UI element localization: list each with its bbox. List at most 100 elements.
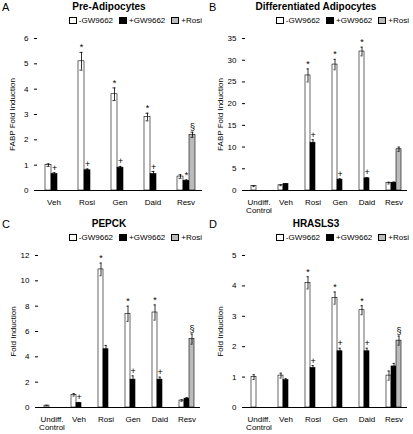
- svg-text:20: 20: [228, 99, 237, 108]
- svg-text:*: *: [146, 103, 150, 113]
- svg-text:*: *: [153, 295, 157, 305]
- svg-text:Resv: Resv: [385, 198, 403, 207]
- svg-text:+: +: [118, 156, 123, 166]
- svg-text:6: 6: [24, 34, 29, 43]
- svg-text:+: +: [76, 392, 81, 402]
- svg-text:2: 2: [24, 135, 29, 144]
- svg-text:3: 3: [24, 110, 29, 119]
- svg-text:*: *: [126, 296, 130, 306]
- svg-text:2: 2: [232, 342, 237, 351]
- svg-text:*: *: [99, 253, 103, 263]
- svg-text:Rosi: Rosi: [305, 198, 321, 207]
- svg-text:*: *: [360, 37, 364, 47]
- svg-text:Resv: Resv: [385, 415, 403, 424]
- html-text:-GW9662: -GW9662: [78, 15, 114, 25]
- svg-text:6: 6: [25, 327, 30, 336]
- html-text:+GW9662: +GW9662: [336, 15, 373, 25]
- svg-text:Veh: Veh: [47, 198, 61, 207]
- svg-text:Rosi: Rosi: [305, 415, 321, 424]
- svg-text:Gen: Gen: [125, 415, 140, 424]
- html-text:-GW9662: -GW9662: [285, 232, 321, 242]
- svg-text:Fold Induction: Fold Induction: [9, 306, 18, 356]
- svg-text:4: 4: [25, 352, 30, 361]
- html-text:+Rosi: +Rosi: [181, 15, 202, 25]
- svg-text:*: *: [360, 296, 364, 306]
- svg-text:1: 1: [232, 373, 237, 382]
- svg-text:10: 10: [21, 276, 30, 285]
- html-text:+Rosi: +Rosi: [388, 15, 409, 25]
- svg-text:FABP Fold Induction: FABP Fold Induction: [8, 78, 17, 151]
- html-text:+GW9662: +GW9662: [129, 232, 166, 242]
- svg-text:§: §: [396, 326, 401, 336]
- svg-text:Gen: Gen: [112, 198, 127, 207]
- svg-text:+: +: [337, 169, 342, 179]
- svg-text:+: +: [52, 163, 57, 173]
- html-text:Differentiated Adipocytes: Differentiated Adipocytes: [255, 1, 377, 12]
- svg-text:25: 25: [228, 77, 237, 86]
- svg-text:*: *: [306, 59, 310, 69]
- svg-text:5: 5: [24, 59, 29, 68]
- svg-text:0: 0: [232, 403, 237, 412]
- svg-text:+: +: [310, 130, 315, 140]
- svg-text:Daid: Daid: [152, 415, 168, 424]
- html-text:Pre-Adipocytes: Pre-Adipocytes: [72, 1, 146, 12]
- svg-text:*: *: [333, 282, 337, 292]
- svg-text:35: 35: [228, 34, 237, 43]
- svg-text:Veh: Veh: [279, 198, 293, 207]
- svg-text:Fold Induction: Fold Induction: [216, 306, 225, 356]
- html-text:-GW9662: -GW9662: [285, 15, 321, 25]
- svg-text:+: +: [151, 162, 156, 172]
- html-text:PEPCK: PEPCK: [91, 218, 127, 229]
- svg-text:Undiff.Control: Undiff.Control: [246, 415, 272, 432]
- svg-text:Gen: Gen: [332, 415, 347, 424]
- svg-text:*: *: [185, 170, 189, 180]
- svg-text:+: +: [364, 338, 369, 348]
- svg-text:1: 1: [24, 161, 29, 170]
- html-text:HRASLS3: HRASLS3: [292, 218, 340, 229]
- svg-text:12: 12: [21, 251, 30, 260]
- svg-text:Resv: Resv: [178, 415, 196, 424]
- svg-text:*: *: [333, 49, 337, 59]
- svg-text:*: *: [80, 42, 84, 52]
- svg-text:Daid: Daid: [145, 198, 161, 207]
- svg-text:+: +: [310, 356, 315, 366]
- svg-text:FABP Fold Induction: FABP Fold Induction: [216, 78, 225, 151]
- html-text:-GW9662: -GW9662: [78, 232, 114, 242]
- svg-text:0: 0: [24, 186, 29, 195]
- svg-text:Rosi: Rosi: [79, 198, 95, 207]
- svg-text:5: 5: [232, 164, 237, 173]
- svg-text:4: 4: [232, 281, 237, 290]
- svg-text:Undiff.Control: Undiff.Control: [39, 415, 65, 432]
- svg-text:30: 30: [228, 56, 237, 65]
- svg-text:15: 15: [228, 121, 237, 130]
- html-text:+Rosi: +Rosi: [181, 232, 202, 242]
- svg-text:*: *: [306, 267, 310, 277]
- svg-text:Veh: Veh: [279, 415, 293, 424]
- svg-text:§: §: [190, 122, 195, 132]
- svg-text:Undiff.Control: Undiff.Control: [246, 198, 272, 215]
- svg-text:Daid: Daid: [359, 415, 375, 424]
- svg-text:2: 2: [25, 378, 30, 387]
- svg-text:0: 0: [232, 186, 237, 195]
- svg-text:Resv: Resv: [177, 198, 195, 207]
- svg-text:+: +: [157, 367, 162, 377]
- svg-text:Veh: Veh: [72, 415, 86, 424]
- svg-text:+: +: [364, 167, 369, 177]
- svg-text:+: +: [130, 366, 135, 376]
- html-text:+GW9662: +GW9662: [129, 15, 166, 25]
- svg-text:+: +: [85, 159, 90, 169]
- svg-text:8: 8: [25, 302, 30, 311]
- svg-text:*: *: [113, 78, 117, 88]
- svg-text:Gen: Gen: [332, 198, 347, 207]
- html-text:+GW9662: +GW9662: [336, 232, 373, 242]
- svg-text:5: 5: [232, 251, 237, 260]
- svg-text:+: +: [337, 338, 342, 348]
- svg-text:4: 4: [24, 85, 29, 94]
- svg-text:Daid: Daid: [359, 198, 375, 207]
- svg-text:10: 10: [228, 143, 237, 152]
- svg-text:Rosi: Rosi: [98, 415, 114, 424]
- svg-text:§: §: [189, 324, 194, 334]
- svg-text:3: 3: [232, 312, 237, 321]
- svg-text:0: 0: [25, 403, 30, 412]
- html-text:+Rosi: +Rosi: [388, 232, 409, 242]
